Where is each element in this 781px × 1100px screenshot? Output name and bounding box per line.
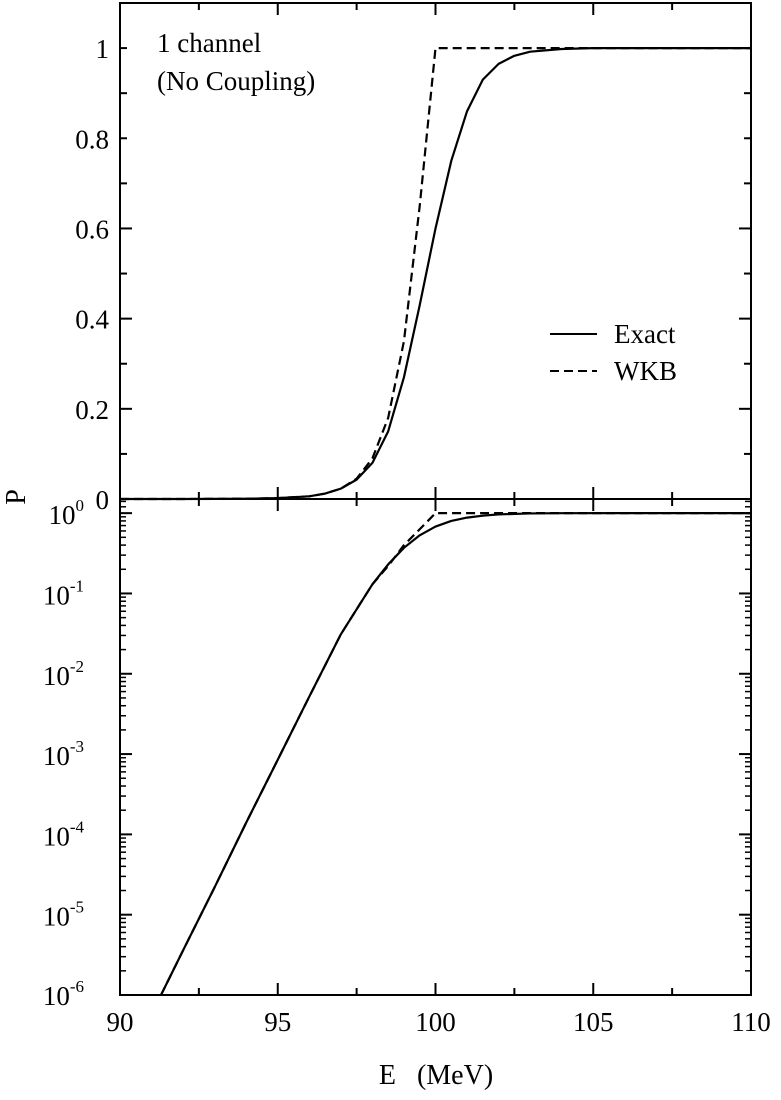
top-y-tick-label: 0.4 [75,305,109,335]
top-y-tick-label: 0.6 [75,214,109,244]
bottom-panel: 90 95 100 105 110 100 10-1 10-2 10-3 10-4 10-5 10-6 [43,496,771,1037]
x-tick-label: 95 [264,1007,291,1037]
annotation-line-2: (No Coupling) [157,66,315,96]
x-tick-label: 100 [415,1007,456,1037]
top-y-tick-label: 0 [96,485,110,515]
top-y-tick-label: 0.2 [75,395,109,425]
bottom-wkb-line [160,512,751,996]
bottom-y-tick-label: 10-1 [43,576,84,610]
bottom-y-tick-label: 100 [49,496,85,530]
bottom-y-tick-label: 10-3 [43,737,84,771]
top-panel: 0 0.2 0.4 0.6 0.8 1 [75,2,752,515]
x-axis-title: E (MeV) [379,1060,493,1091]
y-axis-title: P [1,489,32,505]
legend-exact-label: Exact [614,319,676,349]
x-tick-label: 90 [107,1007,134,1037]
bottom-plot-frame [119,498,752,996]
top-y-tick-label: 0.8 [75,124,109,154]
bottom-y-tick-label: 10-6 [43,977,84,1011]
top-exact-line [119,46,751,501]
annotation-line-1: 1 channel [157,28,261,58]
top-wkb-line [119,46,751,501]
bottom-y-tick-label: 10-4 [43,817,85,851]
bottom-y-tick-label: 10-2 [43,657,84,691]
top-y-tick-label: 1 [96,34,110,64]
bottom-exact-line [160,512,751,996]
bottom-y-tick-label: 10-5 [43,898,84,932]
x-tick-label: 110 [731,1007,771,1037]
legend-wkb-label: WKB [614,356,677,386]
legend: Exact WKB [550,319,677,386]
x-tick-label: 105 [573,1007,614,1037]
